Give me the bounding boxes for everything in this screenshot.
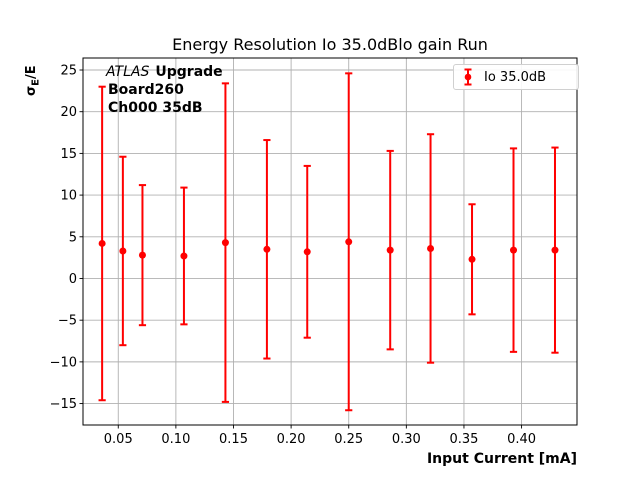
svg-text:15: 15	[60, 147, 77, 162]
annotation-block: ATLAS Upgrade Board260 Ch000 35dB	[106, 63, 223, 117]
x-axis-label: Input Current [mA]	[426, 451, 577, 467]
svg-text:5: 5	[69, 230, 77, 245]
svg-text:0.15: 0.15	[219, 432, 248, 447]
legend-errorbar-icon	[464, 68, 472, 86]
svg-text:0: 0	[69, 272, 77, 287]
annotation-line-2: Board260	[108, 82, 184, 98]
chart-title: Energy Resolution Io 35.0dBlo gain Run	[172, 35, 488, 54]
svg-text:0.35: 0.35	[449, 432, 478, 447]
svg-text:−10: −10	[50, 355, 77, 370]
legend: Io 35.0dB	[453, 64, 579, 90]
sigma-symbol: σ	[24, 85, 39, 96]
annotation-line-1: ATLAS Upgrade	[106, 63, 223, 81]
svg-text:20: 20	[60, 105, 77, 120]
svg-text:10: 10	[60, 189, 77, 204]
annotation-line-3: Ch000 35dB	[108, 100, 203, 116]
ylabel-rest: /E	[24, 65, 39, 80]
svg-text:0.05: 0.05	[104, 432, 133, 447]
sigma-subscript: E	[30, 79, 42, 86]
y-axis-label: σE/E	[24, 65, 42, 96]
svg-text:0.25: 0.25	[334, 432, 363, 447]
svg-text:−5: −5	[58, 314, 77, 329]
svg-text:−15: −15	[50, 397, 77, 412]
svg-text:25: 25	[60, 64, 77, 79]
svg-text:0.10: 0.10	[161, 432, 190, 447]
svg-text:0.20: 0.20	[277, 432, 306, 447]
legend-entry-label: Io 35.0dB	[484, 69, 547, 85]
experiment-name: ATLAS	[106, 64, 150, 80]
svg-text:0.30: 0.30	[392, 432, 421, 447]
svg-text:0.40: 0.40	[507, 432, 536, 447]
annotation-upgrade: Upgrade	[155, 64, 223, 80]
